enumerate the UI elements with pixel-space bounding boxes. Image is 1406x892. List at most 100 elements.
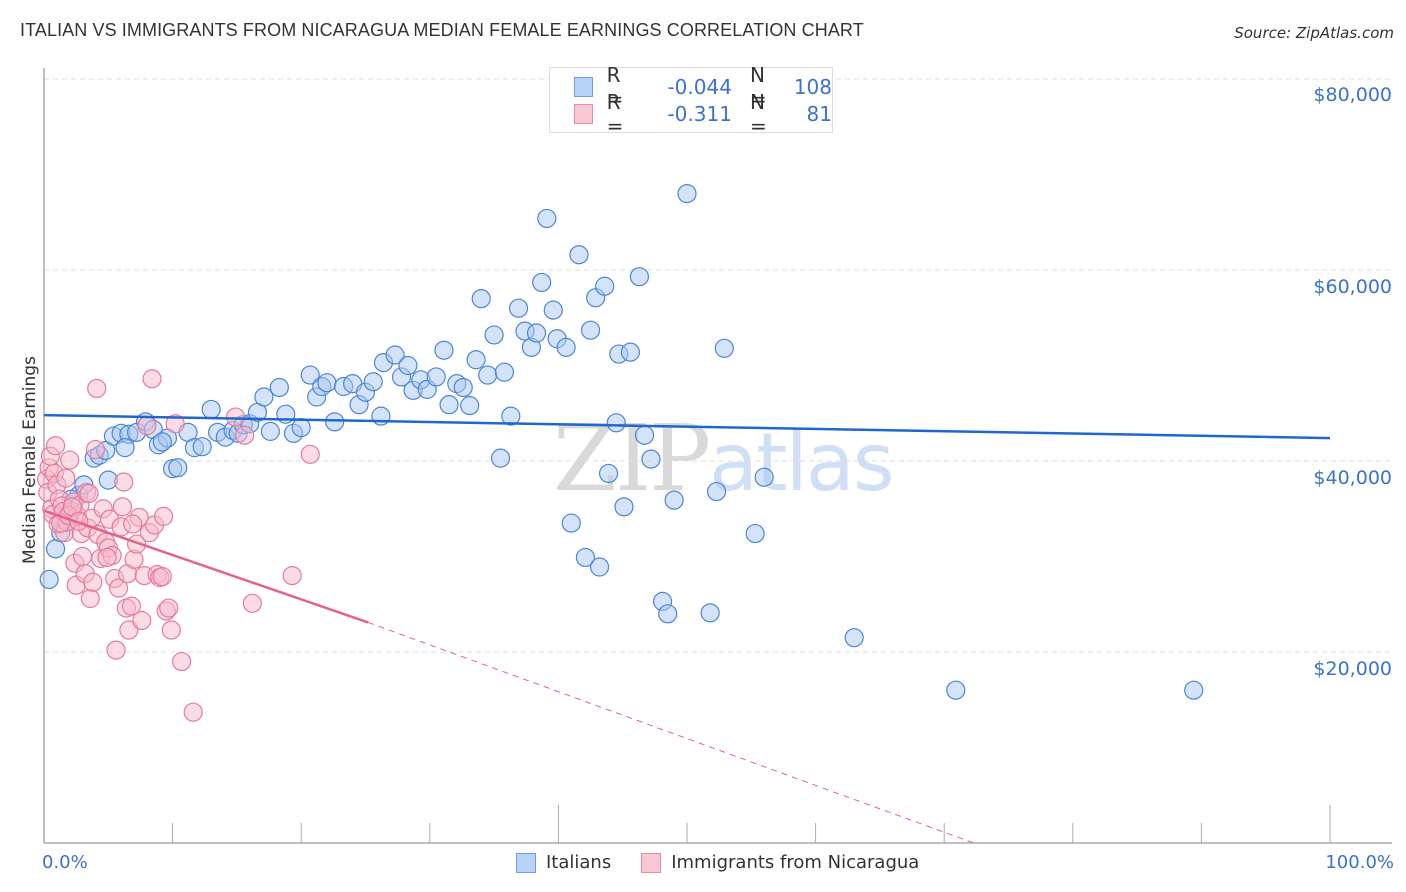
italians-point <box>844 628 864 648</box>
italians-point <box>501 406 521 426</box>
italians-point <box>168 458 188 478</box>
nicaragua-trend-line <box>43 509 369 624</box>
italians-point <box>745 523 765 544</box>
italians-point <box>714 338 734 358</box>
nicaragua-point <box>80 588 100 609</box>
italians-point <box>526 323 547 343</box>
italians-point <box>426 367 446 387</box>
italians-point <box>598 463 619 484</box>
nicaragua-point <box>235 425 255 445</box>
nicaragua-point <box>132 610 152 631</box>
nicaragua-point <box>121 596 142 616</box>
italians-point <box>677 184 697 204</box>
nicaragua-point <box>242 593 262 613</box>
y-tick-60000: $60,000 <box>1313 276 1392 298</box>
nicaragua-point <box>142 369 162 389</box>
italians-r-value: -0.044 <box>667 75 732 99</box>
nicaragua-trend-extension <box>367 621 974 844</box>
nicaragua-point <box>153 506 174 526</box>
y-tick-20000: $20,000 <box>1313 658 1392 680</box>
italians-point <box>575 547 596 568</box>
legend-item-nicaragua[interactable]: Immigrants from Nicaragua <box>641 852 919 873</box>
nicaragua-point <box>226 407 246 427</box>
nicaragua-point <box>79 483 99 504</box>
nicaragua-point <box>56 468 76 488</box>
nicaragua-point <box>183 702 203 722</box>
italians-point <box>508 298 529 318</box>
nicaragua-point <box>83 572 103 592</box>
italians-point <box>466 350 486 370</box>
italians-point <box>614 497 634 517</box>
italians-point <box>300 365 320 385</box>
legend-row-italians: R = -0.044 N = 108 <box>574 63 832 111</box>
nicaragua-point <box>85 439 106 460</box>
nicaragua-point <box>282 565 302 586</box>
nicaragua-point <box>108 578 129 598</box>
nicaragua-point <box>165 414 185 434</box>
italians-point <box>606 413 626 433</box>
nicaragua-point <box>87 378 107 399</box>
italians-point <box>260 421 280 441</box>
x-tick-0: 0.0% <box>42 852 88 873</box>
italians-point <box>754 467 774 487</box>
italians-point <box>254 387 274 407</box>
axes <box>43 68 1392 844</box>
nicaragua-point <box>137 416 157 436</box>
italians-point <box>45 539 66 559</box>
italians-point <box>664 490 684 510</box>
italians-point <box>658 604 678 624</box>
gridlines <box>44 78 1392 653</box>
italians-point <box>634 425 655 445</box>
italians-point <box>595 276 615 296</box>
nicaragua-point <box>112 497 133 517</box>
italians-points <box>39 184 1204 700</box>
x-tick-100: 100.0% <box>1325 852 1394 873</box>
italians-point <box>700 603 720 623</box>
y-tick-80000: $80,000 <box>1313 84 1392 106</box>
nicaragua-point <box>172 651 192 672</box>
italians-point <box>946 680 966 700</box>
italians-point <box>269 377 289 398</box>
italians-legend-swatch <box>516 852 536 873</box>
italians-point <box>561 513 581 533</box>
chart-title: ITALIAN VS IMMIGRANTS FROM NICARAGUA MED… <box>20 20 864 40</box>
italians-point <box>385 345 405 365</box>
nicaragua-legend-swatch <box>641 852 662 873</box>
nicaragua-point <box>106 640 126 660</box>
nicaragua-point <box>152 566 172 587</box>
italians-point <box>532 272 552 293</box>
italians-point <box>484 325 504 345</box>
italians-point <box>291 417 311 438</box>
nicaragua-point <box>300 444 320 464</box>
nicaragua-swatch <box>574 104 593 124</box>
italians-point <box>398 355 418 376</box>
italians-point <box>706 481 727 502</box>
italians-point <box>1184 680 1204 700</box>
italians-point <box>641 449 661 469</box>
nicaragua-point <box>69 511 89 531</box>
italians-point <box>478 365 498 385</box>
legend-item-italians[interactable]: Italians <box>516 852 611 873</box>
italians-swatch <box>574 77 593 97</box>
source-attribution: Source: ZipAtlas.com <box>1234 24 1394 42</box>
italians-n-value: 108 <box>793 75 832 99</box>
italians-point <box>589 557 610 577</box>
italians-point <box>201 399 221 420</box>
italians-point <box>494 362 514 382</box>
italians-point <box>115 438 135 458</box>
italians-point <box>39 569 59 590</box>
italians-point <box>556 337 576 357</box>
nicaragua-point <box>114 472 134 492</box>
nicaragua-point <box>161 620 181 640</box>
italians-point <box>537 208 557 229</box>
correlation-legend: R = -0.044 N = 108 R = -0.311 N = 81 <box>549 63 833 138</box>
nicaragua-point <box>97 547 117 568</box>
trend-lines <box>43 413 1331 844</box>
zipatlas-watermark: ZIPatlas <box>553 405 895 512</box>
italians-point <box>543 300 563 320</box>
nicaragua-points <box>36 369 320 722</box>
nicaragua-point <box>123 514 143 534</box>
nicaragua-point <box>159 598 179 618</box>
italians-point <box>580 320 601 340</box>
